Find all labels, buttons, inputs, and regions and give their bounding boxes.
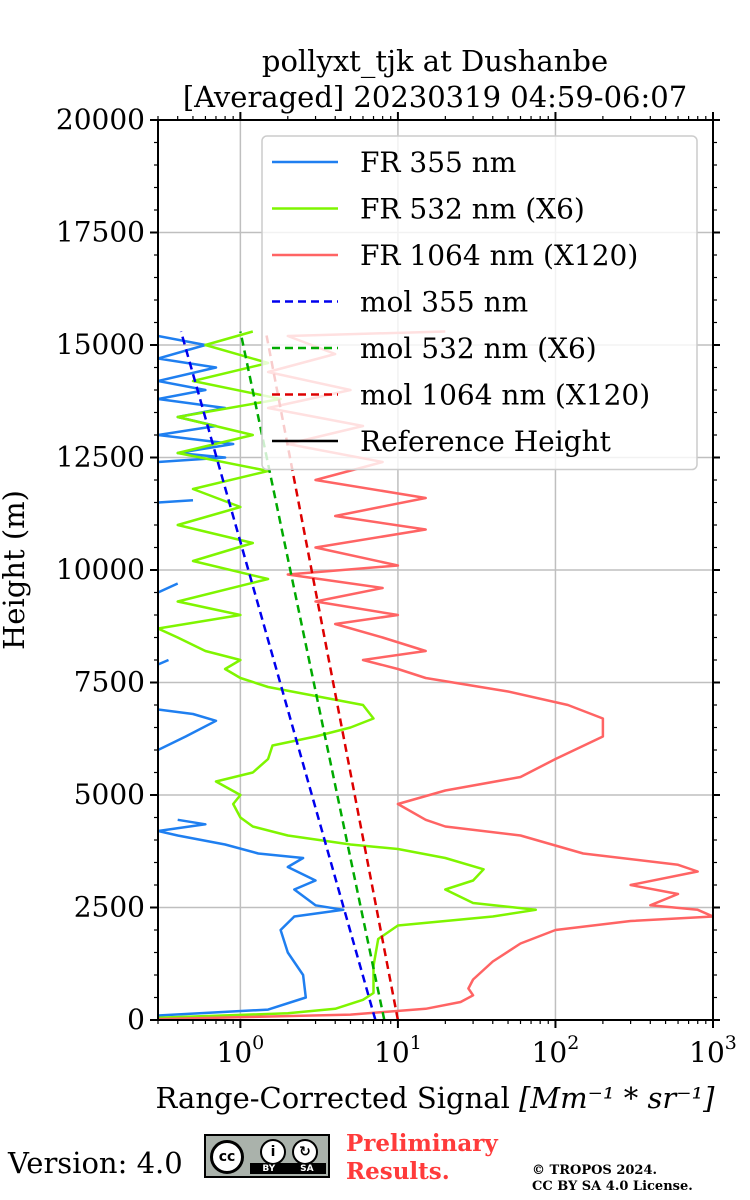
legend-entry-4: mol 532 nm (X6) — [360, 332, 597, 365]
y-tick-label: 0 — [127, 1003, 145, 1036]
x-tick-label: 102 — [532, 1032, 580, 1069]
x-axis-label-text: Range-Corrected Signal — [156, 1081, 510, 1115]
series-line-0 — [158, 334, 345, 1017]
x-tick-label-base: 10 — [217, 1036, 253, 1069]
plot-frame — [157, 119, 714, 1021]
series-group — [158, 330, 713, 1020]
copyright-line2: CC BY SA 4.0 License. — [532, 1179, 693, 1194]
x-tick-label: 101 — [374, 1032, 422, 1069]
legend-entry-2: FR 1064 nm (X120) — [360, 239, 638, 272]
y-tick-label: 20000 — [56, 103, 145, 136]
x-axis-label: Range-Corrected Signal [Mm⁻¹ * sr⁻¹] — [156, 1081, 716, 1115]
preliminary-line2: Results. — [346, 1158, 450, 1185]
series-line-1 — [158, 330, 538, 1020]
x-tick-label-base: 10 — [689, 1036, 725, 1069]
chart-title-line2: [Averaged] 20230319 04:59-06:07 — [183, 80, 687, 114]
x-axis-label-unit: [Mm⁻¹ * sr⁻¹] — [519, 1081, 715, 1115]
x-tick-label-exponent: 2 — [567, 1032, 579, 1054]
y-tick-label: 12500 — [56, 441, 145, 474]
preliminary-line1: Preliminary — [346, 1130, 498, 1157]
legend-entry-5: mol 1064 nm (X120) — [360, 379, 650, 412]
copyright-notice: © TROPOS 2024. CC BY SA 4.0 License. — [532, 1163, 693, 1195]
x-tick-label-exponent: 1 — [410, 1032, 422, 1054]
cc-by-label: BY — [262, 1163, 276, 1174]
legend-entry-6: Reference Height — [360, 425, 612, 458]
y-tick-label: 15000 — [56, 328, 145, 361]
x-tick-label-base: 10 — [374, 1036, 410, 1069]
x-tick-label-exponent: 0 — [252, 1032, 264, 1054]
legend-entry-3: mol 355 nm — [360, 286, 528, 319]
x-tick-label: 103 — [689, 1032, 737, 1069]
legend-entry-0: FR 355 nm — [360, 146, 516, 179]
y-tick-label: 10000 — [56, 553, 145, 586]
cc-logo-icon: cc — [210, 1140, 244, 1174]
x-tick-label-exponent: 3 — [725, 1032, 737, 1054]
series-line-2 — [158, 330, 713, 1020]
preliminary-notice: Preliminary Results. — [346, 1130, 498, 1186]
y-tick-label: 5000 — [74, 778, 145, 811]
y-tick-label: 2500 — [74, 891, 145, 924]
y-tick-label: 7500 — [74, 666, 145, 699]
series-line-3 — [179, 331, 377, 1020]
cc-sa-icon: ↻ — [292, 1139, 318, 1165]
version-label: Version: 4.0 — [8, 1146, 183, 1180]
y-axis-label: Height (m) — [0, 490, 31, 650]
cc-strip: BY SA — [250, 1163, 326, 1174]
x-tick-label-base: 10 — [532, 1036, 568, 1069]
cc-license-badge[interactable]: cc i ↻ BY SA — [204, 1134, 330, 1178]
lidar-chart: pollyxt_tjk at Dushanbe [Averaged] 20230… — [0, 44, 737, 1115]
x-tick-label: 100 — [217, 1032, 265, 1069]
legend-entry-1: FR 532 nm (X6) — [360, 193, 585, 226]
cc-by-icon: i — [260, 1139, 286, 1165]
chart-title-line1: pollyxt_tjk at Dushanbe — [262, 44, 608, 79]
copyright-line1: © TROPOS 2024. — [532, 1163, 658, 1178]
legend-box — [261, 135, 698, 471]
y-tick-label: 17500 — [56, 216, 145, 249]
cc-sa-label: SA — [300, 1163, 314, 1174]
